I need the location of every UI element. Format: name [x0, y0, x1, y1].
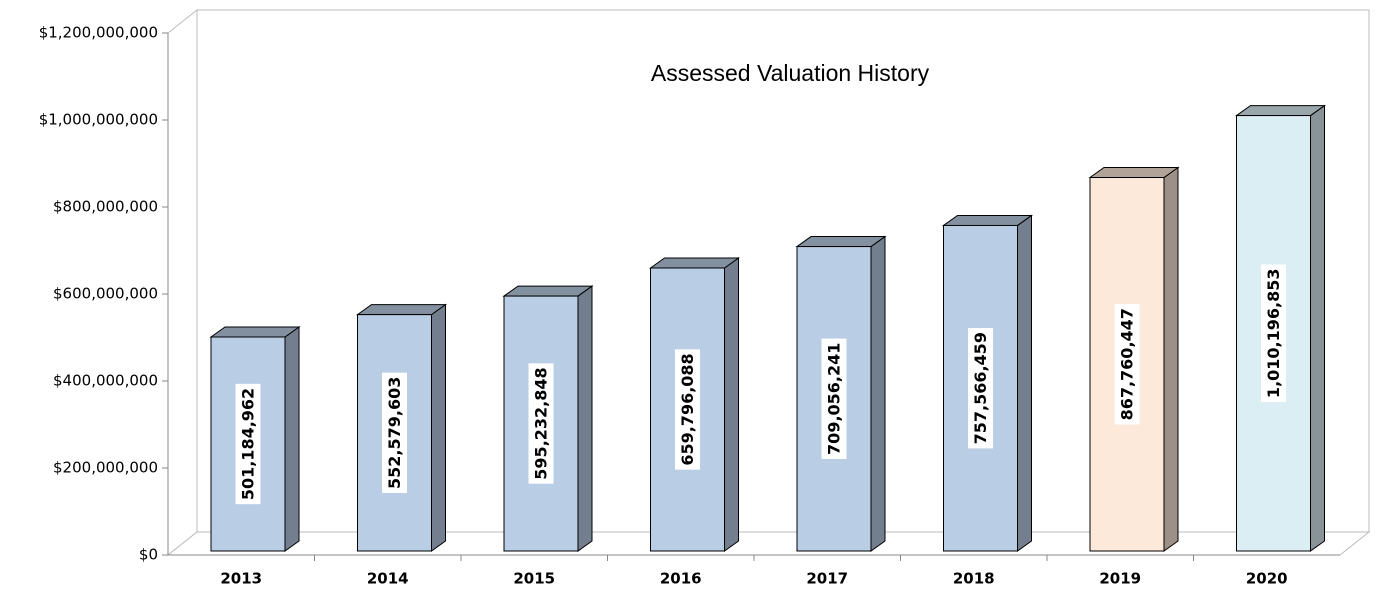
value-label-box — [675, 349, 700, 470]
bar-side — [577, 285, 593, 552]
value-label-group: 757,566,459 — [968, 328, 993, 449]
value-label-group: 867,760,447 — [1114, 304, 1140, 425]
bar-side — [1163, 166, 1179, 552]
value-label: 659,796,088 — [678, 353, 697, 465]
value-label: 867,760,447 — [1118, 308, 1137, 420]
y-tick-label: $1,000,000,000 — [39, 111, 158, 129]
value-label-box — [1114, 304, 1140, 425]
x-tick-label: 2015 — [513, 570, 555, 588]
bar — [502, 285, 594, 552]
value-label-box — [821, 338, 847, 459]
value-label-box — [235, 383, 261, 505]
bar-top — [355, 304, 448, 316]
bar-side — [1017, 214, 1032, 552]
y-tick-label: $400,000,000 — [53, 372, 158, 390]
x-tick-label: 2017 — [806, 570, 848, 588]
bar-top — [1088, 167, 1180, 179]
bar-top — [795, 236, 887, 248]
value-label-group: 659,796,088 — [675, 349, 700, 470]
bar-top — [1234, 105, 1327, 117]
y-tick-label: $800,000,000 — [53, 198, 158, 216]
value-label: 757,566,459 — [971, 332, 990, 444]
bar-side — [870, 235, 886, 552]
value-label-group: 552,579,603 — [382, 372, 407, 493]
bar-side — [1310, 104, 1325, 552]
value-label-box — [1261, 264, 1286, 403]
x-tick-label: 2016 — [660, 570, 702, 588]
x-tick-label: 2019 — [1099, 570, 1141, 588]
x-tick-label: 2013 — [220, 570, 262, 588]
value-label-group: 1,010,196,853 — [1261, 264, 1286, 403]
x-tick-label: 2020 — [1246, 570, 1288, 588]
bar — [355, 303, 448, 552]
y-tick-label: $600,000,000 — [53, 285, 158, 303]
x-tick-label: 2018 — [953, 570, 995, 588]
value-label-box — [528, 363, 554, 484]
value-label-group: 595,232,848 — [528, 363, 554, 484]
bar-top — [209, 326, 301, 338]
value-label: 595,232,848 — [532, 367, 551, 479]
value-label: 709,056,241 — [825, 343, 844, 455]
y-tick-label: $200,000,000 — [53, 459, 158, 477]
value-label-group: 501,184,962 — [235, 383, 261, 505]
value-label-box — [968, 328, 993, 449]
bar-side — [724, 257, 739, 552]
y-tick-label: $0 — [139, 546, 158, 564]
bar-side — [284, 326, 300, 552]
value-label: 501,184,962 — [239, 388, 258, 500]
bar-side — [431, 303, 446, 552]
value-label-box — [382, 372, 407, 493]
bar-top — [648, 257, 741, 269]
y-tick-label: $1,200,000,000 — [39, 24, 158, 42]
floor — [166, 531, 1371, 556]
bar-top — [941, 214, 1034, 226]
chart-title: Assessed Valuation History — [651, 60, 930, 86]
value-label: 552,579,603 — [385, 377, 404, 489]
side-wall — [167, 8, 198, 557]
value-label: 1,010,196,853 — [1264, 269, 1283, 399]
x-tick-label: 2014 — [367, 570, 409, 588]
bar-top — [502, 285, 594, 297]
value-label-group: 709,056,241 — [821, 338, 847, 459]
